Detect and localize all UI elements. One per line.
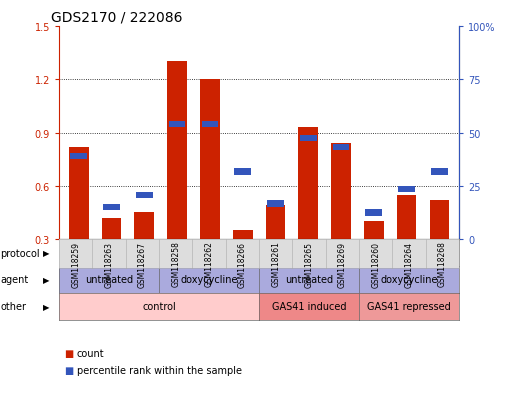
Bar <box>103 204 120 211</box>
Text: pTRE2pur plasmid and GAS41: pTRE2pur plasmid and GAS41 <box>286 248 432 258</box>
Text: ▶: ▶ <box>43 302 49 311</box>
Text: GAS41 induced: GAS41 induced <box>272 301 346 312</box>
Bar <box>267 201 284 207</box>
Text: ▶: ▶ <box>43 249 49 257</box>
Bar <box>300 135 317 142</box>
Text: GSM118263: GSM118263 <box>105 241 113 287</box>
Bar <box>333 144 349 150</box>
Bar <box>134 213 154 240</box>
Text: GSM118267: GSM118267 <box>138 241 147 287</box>
Text: GSM118260: GSM118260 <box>371 241 380 287</box>
Text: other: other <box>1 301 27 312</box>
Bar <box>429 201 449 240</box>
Bar <box>169 121 185 128</box>
Text: untreated: untreated <box>85 275 133 285</box>
Bar <box>202 121 218 128</box>
Bar <box>102 218 121 240</box>
Text: doxycycline: doxycycline <box>380 275 438 285</box>
Text: control: control <box>142 301 176 312</box>
Bar <box>167 62 187 240</box>
Bar <box>233 231 252 240</box>
Text: GSM118269: GSM118269 <box>338 241 347 287</box>
Text: GSM118265: GSM118265 <box>305 241 313 287</box>
Bar <box>69 147 89 240</box>
Text: GSM118258: GSM118258 <box>171 241 180 287</box>
Bar <box>299 128 318 240</box>
Bar <box>397 195 417 240</box>
Text: count: count <box>77 348 105 358</box>
Bar <box>331 144 351 240</box>
Bar <box>365 210 382 216</box>
Bar <box>200 80 220 240</box>
Text: ■: ■ <box>64 365 73 375</box>
Bar <box>234 169 251 175</box>
Bar <box>398 187 415 193</box>
Text: GSM118261: GSM118261 <box>271 241 280 287</box>
Text: GSM118266: GSM118266 <box>238 241 247 287</box>
Text: GSM118264: GSM118264 <box>405 241 413 287</box>
Text: GSM118262: GSM118262 <box>205 241 213 287</box>
Text: GSM118268: GSM118268 <box>438 241 447 287</box>
Text: percentile rank within the sample: percentile rank within the sample <box>77 365 242 375</box>
Text: GSM118259: GSM118259 <box>71 241 80 287</box>
Text: ▶: ▶ <box>43 275 49 284</box>
Text: doxycycline: doxycycline <box>180 275 238 285</box>
Text: agent: agent <box>1 275 29 285</box>
Bar <box>364 222 384 240</box>
Bar <box>136 192 153 198</box>
Text: protocol: protocol <box>1 248 40 258</box>
Bar <box>266 206 285 240</box>
Bar <box>431 169 448 175</box>
Text: pTRE2pur plasmid: pTRE2pur plasmid <box>114 248 204 258</box>
Text: GDS2170 / 222086: GDS2170 / 222086 <box>51 10 183 24</box>
Text: GAS41 repressed: GAS41 repressed <box>367 301 451 312</box>
Text: untreated: untreated <box>285 275 333 285</box>
Bar <box>70 153 87 159</box>
Text: ■: ■ <box>64 348 73 358</box>
